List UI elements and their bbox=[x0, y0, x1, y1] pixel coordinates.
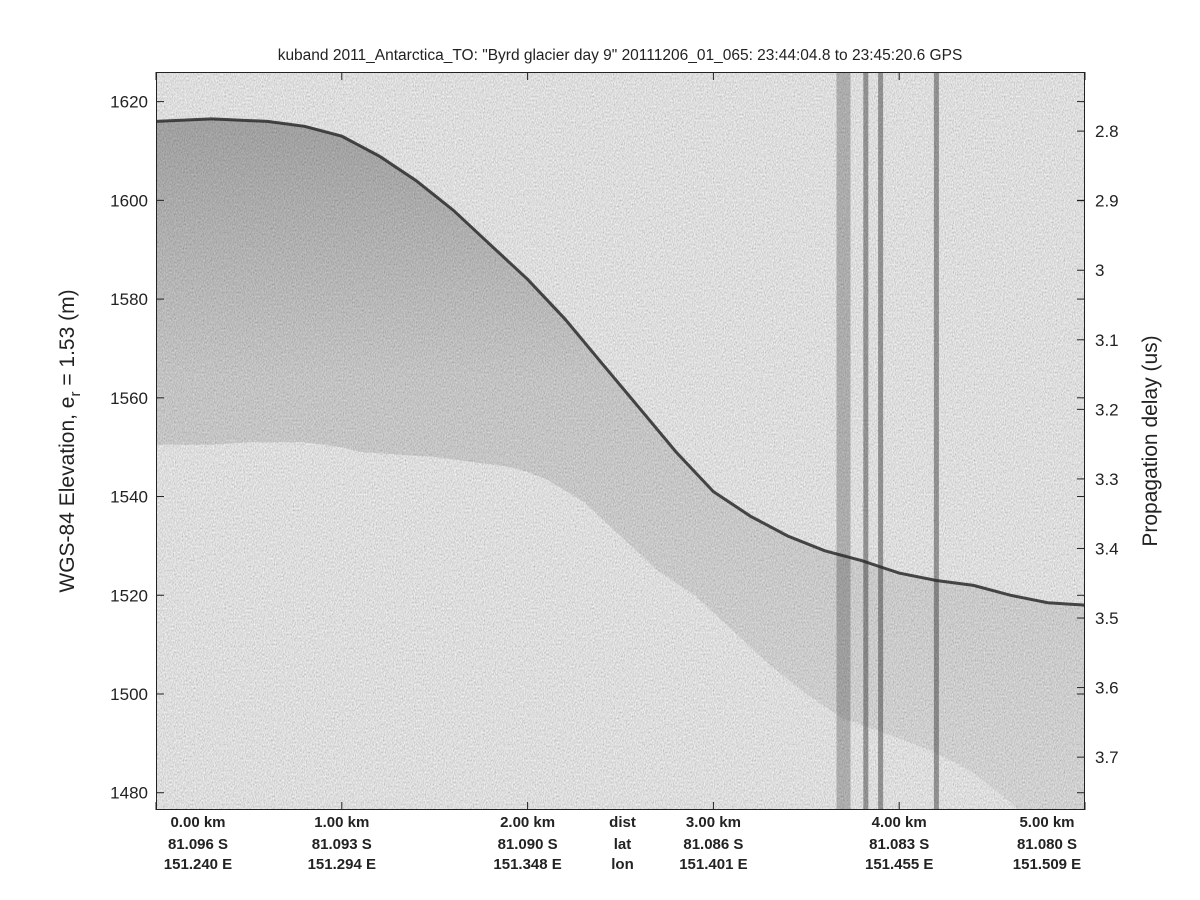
y-tick-label: 1500 bbox=[110, 685, 148, 704]
x-tick-lon-label: 151.240 E bbox=[164, 856, 232, 873]
y2-tick-label: 3.5 bbox=[1095, 609, 1119, 628]
dark-streak bbox=[863, 72, 869, 810]
x-tick-lat-label: 81.083 S bbox=[869, 836, 929, 853]
x-tick-dist-label: 0.00 km bbox=[170, 814, 225, 831]
x-row-label-lon: lon bbox=[611, 856, 634, 873]
y-axis-label: WGS-84 Elevation, er = 1.53 (m) bbox=[56, 289, 84, 592]
surface-return-line bbox=[156, 117, 1085, 607]
y2-tick-label: 3 bbox=[1095, 261, 1104, 280]
x-tick-dist-label: 2.00 km bbox=[500, 814, 555, 831]
x-tick-lon-label: 151.401 E bbox=[679, 856, 747, 873]
y-tick-label: 1600 bbox=[110, 191, 148, 210]
y2-tick-label: 3.1 bbox=[1095, 331, 1119, 350]
right-y-ticks: 2.8 2.9 3 3.1 3.2 3.3 3.4 3.5 3.6 3.7 bbox=[1077, 122, 1119, 767]
y2-tick-label: 3.7 bbox=[1095, 748, 1119, 767]
y-axis-label-tail: = 1.53 (m) bbox=[56, 289, 79, 391]
plot-frame bbox=[156, 72, 1085, 810]
y-tick-label: 1560 bbox=[110, 389, 148, 408]
y2-axis-label: Propagation delay (us) bbox=[1139, 335, 1162, 546]
x-tick-lat-label: 81.086 S bbox=[683, 836, 743, 853]
vertical-streaks bbox=[836, 72, 939, 810]
x-tick-lon-label: 151.509 E bbox=[1013, 856, 1081, 873]
y-tick-label: 1580 bbox=[110, 290, 148, 309]
y2-tick-label: 2.8 bbox=[1095, 122, 1119, 141]
y-tick-label: 1540 bbox=[110, 488, 148, 507]
x-tick-dist-label: 5.00 km bbox=[1019, 814, 1074, 831]
x-tick-lat-label: 81.080 S bbox=[1017, 836, 1077, 853]
y-axis-label-main: WGS-84 Elevation, e bbox=[56, 397, 79, 593]
x-row-label-dist: dist bbox=[609, 814, 636, 831]
y2-tick-label: 2.9 bbox=[1095, 192, 1119, 211]
echogram-plot-area bbox=[156, 72, 1085, 810]
y-tick-label: 1620 bbox=[110, 93, 148, 112]
x-tick-lon-label: 151.348 E bbox=[493, 856, 561, 873]
x-tick-dist-label: 4.00 km bbox=[872, 814, 927, 831]
x-tick-lat-label: 81.090 S bbox=[498, 836, 558, 853]
x-tick-dist-label: 1.00 km bbox=[314, 814, 369, 831]
y-axis-label-subscript: r bbox=[67, 392, 84, 397]
dark-streak bbox=[878, 72, 884, 810]
x-tick-lat-label: 81.096 S bbox=[168, 836, 228, 853]
ice-body-shading bbox=[156, 118, 1085, 810]
y2-tick-label: 3.2 bbox=[1095, 400, 1119, 419]
chart-title: kuband 2011_Antarctica_TO: "Byrd glacier… bbox=[278, 47, 963, 64]
dark-streak bbox=[836, 72, 851, 810]
left-y-ticks: 1620 1600 1580 1560 1540 1520 1500 1480 bbox=[110, 93, 1085, 803]
x-tick-dist-label: 3.00 km bbox=[686, 814, 741, 831]
x-tick-lon-label: 151.455 E bbox=[865, 856, 933, 873]
y-tick-label: 1480 bbox=[110, 784, 148, 803]
y2-tick-label: 3.3 bbox=[1095, 470, 1119, 489]
x-tick-lat-label: 81.093 S bbox=[312, 836, 372, 853]
y2-tick-label: 3.6 bbox=[1095, 679, 1119, 698]
y2-tick-label: 3.4 bbox=[1095, 539, 1119, 558]
x-tick-lon-label: 151.294 E bbox=[308, 856, 376, 873]
x-ticks: 0.00 km 81.096 S 151.240 E 1.00 km 81.093 S 1… bbox=[155, 72, 1086, 873]
dark-streak bbox=[933, 72, 939, 810]
y-tick-label: 1520 bbox=[110, 586, 148, 605]
x-row-label-lat: lat bbox=[614, 836, 632, 853]
